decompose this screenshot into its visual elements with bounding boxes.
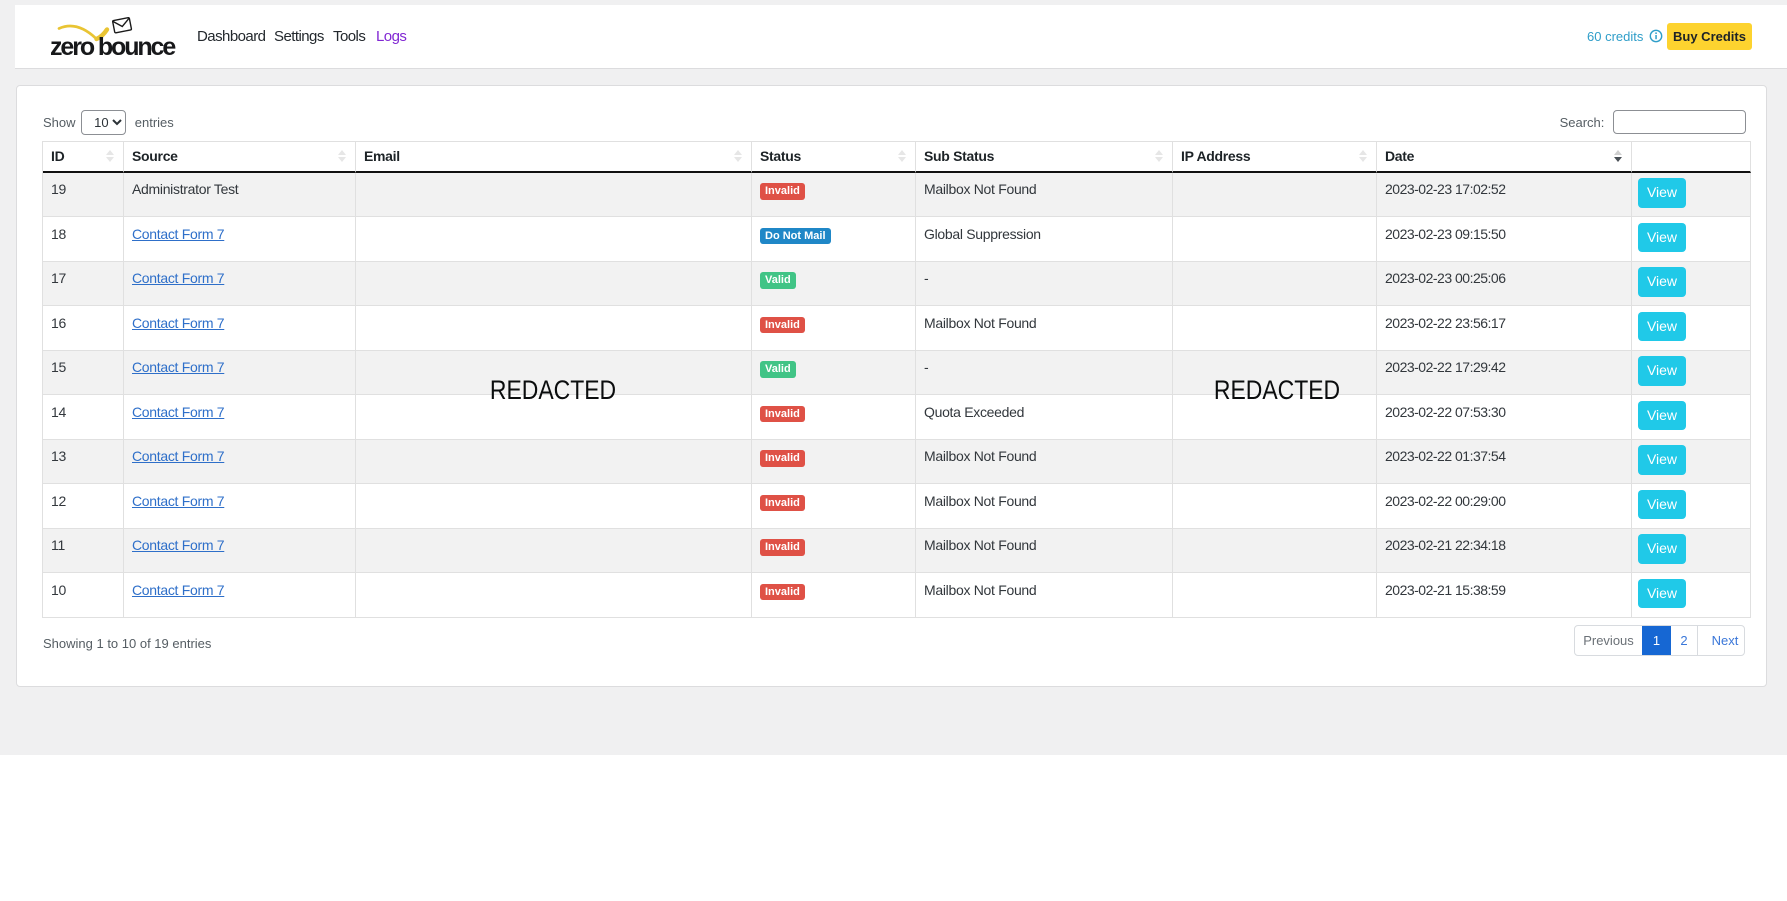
svg-text:zero bounce: zero bounce — [50, 33, 176, 61]
